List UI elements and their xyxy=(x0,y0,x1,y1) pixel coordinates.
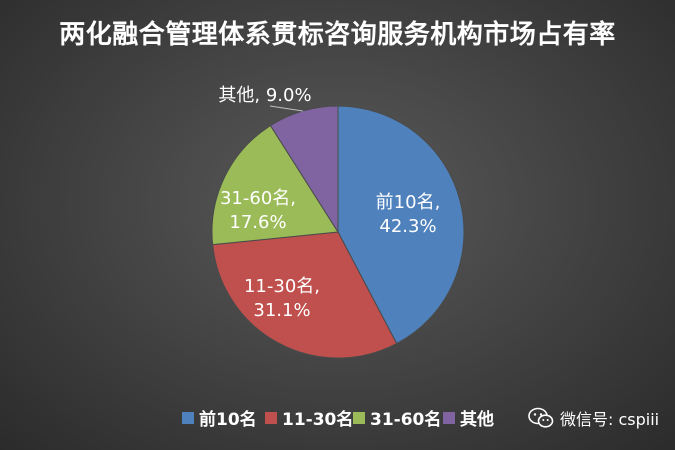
pie-slice-11-30 xyxy=(212,231,398,359)
wechat-watermark: 微信号: cspiii xyxy=(528,406,659,430)
leader-line-other xyxy=(269,105,303,112)
legend-label-31-60: 31-60名 xyxy=(370,410,442,430)
watermark-text: 微信号: cspiii xyxy=(560,410,660,429)
legend-swatch-31-60 xyxy=(353,411,365,424)
legend-item-top10: 前10名 xyxy=(182,405,257,430)
wechat-icon xyxy=(528,407,554,428)
pie-slice-31-60 xyxy=(211,124,339,246)
pie-label-31-60: 31-60名, 17.6% xyxy=(220,188,296,233)
legend-label-11-30: 11-30名 xyxy=(282,410,354,430)
pie-label-top10: 前10名, 42.3% xyxy=(376,192,441,237)
legend-swatch-11-30 xyxy=(265,411,277,424)
chart-legend: 前10名 11-30名 31-60名 其他 xyxy=(0,405,675,433)
pie-label-11-30: 11-30名, 31.1% xyxy=(244,276,320,321)
legend-swatch-other xyxy=(443,411,455,424)
legend-label-other: 其他 xyxy=(460,410,494,430)
pie-slice-other xyxy=(269,105,339,234)
legend-label-top10: 前10名 xyxy=(199,410,257,430)
legend-swatch-top10 xyxy=(182,411,194,424)
pie-slice-top10 xyxy=(337,105,465,345)
legend-item-other: 其他 xyxy=(443,405,494,430)
legend-item-11-30: 11-30名 xyxy=(265,405,353,430)
chart-title: 两化融合管理体系贯标咨询服务机构市场占有率 xyxy=(59,20,616,50)
pie-label-other: 其他, 9.0% xyxy=(218,85,311,106)
legend-item-31-60: 31-60名 xyxy=(353,405,441,430)
